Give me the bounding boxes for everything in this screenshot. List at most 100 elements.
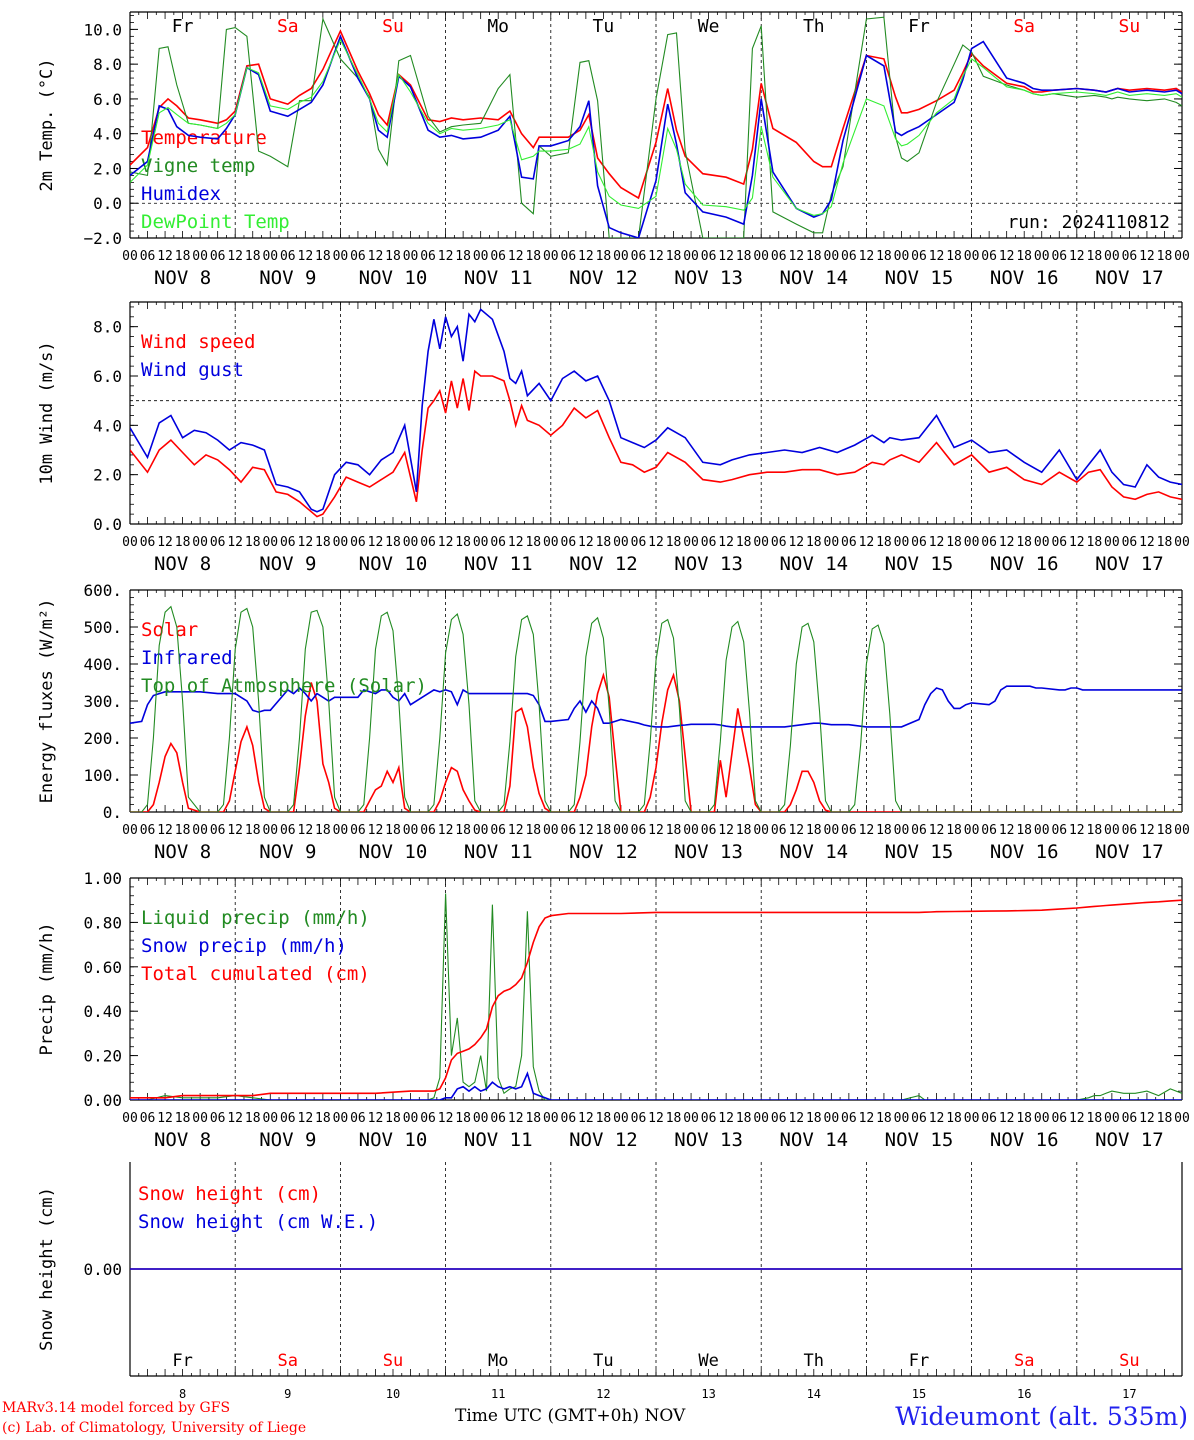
hour-tick-label: 12 [788, 1111, 804, 1126]
date-label: NOV 9 [259, 553, 316, 575]
hour-tick-label: 12 [648, 535, 664, 550]
hour-tick-label: 18 [736, 1111, 752, 1126]
top-day-name: Sa [1013, 16, 1035, 37]
hour-tick-label: 00 [333, 249, 349, 264]
hour-tick-label: 18 [525, 249, 541, 264]
date-label: NOV 11 [464, 1129, 533, 1151]
hour-tick-label: 00 [894, 1111, 910, 1126]
hour-tick-label: 12 [438, 249, 454, 264]
lab-credit: (c) Lab. of Climatology, University of L… [2, 1420, 307, 1436]
hour-tick-label: 00 [1104, 249, 1120, 264]
top-day-name: Th [803, 16, 825, 37]
hour-tick-label: 18 [666, 823, 682, 838]
hour-tick-label: 12 [227, 249, 243, 264]
hour-tick-label: 00 [473, 249, 489, 264]
hour-tick-label: 12 [368, 823, 384, 838]
hour-tick-label: 06 [1051, 249, 1067, 264]
series-line [130, 685, 1182, 728]
date-label: NOV 8 [154, 1129, 211, 1151]
hour-tick-label: 18 [455, 535, 471, 550]
hour-tick-label: 18 [385, 1111, 401, 1126]
series-line [130, 38, 1182, 216]
y-tick-label: 500. [83, 618, 122, 637]
hour-tick-label: 18 [1087, 535, 1103, 550]
date-label: NOV 15 [885, 1129, 954, 1151]
hour-tick-label: 12 [1069, 249, 1085, 264]
hour-tick-label: 00 [1104, 535, 1120, 550]
hour-tick-label: 06 [841, 1111, 857, 1126]
y-tick-label: 2.0 [93, 159, 122, 178]
series-line [130, 369, 1182, 518]
date-label: NOV 16 [990, 841, 1059, 863]
day-number-label: 9 [284, 1387, 291, 1401]
hour-tick-label: 06 [350, 823, 366, 838]
date-label: NOV 9 [259, 1129, 316, 1151]
hour-tick-label: 18 [946, 1111, 962, 1126]
hour-tick-label: 12 [508, 535, 524, 550]
hour-tick-label: 00 [894, 823, 910, 838]
hour-tick-label: 06 [561, 249, 577, 264]
hour-tick-label: 12 [859, 249, 875, 264]
top-day-name: Mo [487, 16, 509, 37]
hour-tick-label: 06 [280, 535, 296, 550]
hour-tick-label: 18 [1016, 249, 1032, 264]
hour-tick-label: 12 [859, 1111, 875, 1126]
top-day-name: Fr [908, 16, 930, 37]
hour-tick-label: 18 [175, 823, 191, 838]
y-tick-label: 400. [83, 655, 122, 674]
day-number-label: 13 [701, 1387, 715, 1401]
hour-tick-label: 06 [631, 535, 647, 550]
hour-tick-label: 06 [350, 535, 366, 550]
hour-tick-label: 12 [298, 535, 314, 550]
legend-entry: Snow height (cm W.E.) [138, 1211, 378, 1233]
legend-entry: Infrared [141, 647, 233, 669]
hour-tick-label: 00 [543, 249, 559, 264]
legend-entry: Top of Atmosphere (Solar) [141, 675, 427, 697]
hour-tick-label: 00 [192, 535, 208, 550]
hour-tick-label: 06 [280, 1111, 296, 1126]
y-tick-label: 8.0 [93, 318, 122, 337]
hour-tick-label: 18 [1016, 535, 1032, 550]
hour-tick-label: 06 [1122, 249, 1138, 264]
hour-tick-label: 00 [122, 535, 138, 550]
hour-tick-label: 06 [420, 535, 436, 550]
legend-entry: Wind gust [141, 359, 244, 381]
hour-tick-label: 18 [736, 535, 752, 550]
date-label: NOV 15 [885, 841, 954, 863]
hour-tick-label: 18 [315, 249, 331, 264]
y-tick-label: 200. [83, 729, 122, 748]
date-label: NOV 8 [154, 267, 211, 289]
hour-tick-label: 06 [911, 535, 927, 550]
date-label: NOV 14 [779, 553, 848, 575]
y-tick-label: 2.0 [93, 466, 122, 485]
hour-tick-label: 12 [1139, 249, 1155, 264]
hour-tick-label: 00 [262, 535, 278, 550]
top-day-name: Su [1119, 16, 1141, 37]
hour-tick-label: 12 [718, 535, 734, 550]
hour-tick-label: 12 [929, 535, 945, 550]
hour-tick-label: 18 [736, 249, 752, 264]
hour-tick-label: 12 [508, 823, 524, 838]
hour-tick-label: 00 [473, 823, 489, 838]
hour-tick-label: 12 [718, 823, 734, 838]
y-tick-label: 300. [83, 692, 122, 711]
panel-2: 0.0 2.0 4.0 6.0 8.0 10m Wind (m/s) Wind speed W… [37, 301, 1190, 575]
hour-tick-label: 06 [701, 1111, 717, 1126]
hour-tick-label: 00 [262, 823, 278, 838]
hour-tick-label: 00 [683, 823, 699, 838]
hour-tick-label: 18 [946, 823, 962, 838]
hour-tick-label: 12 [929, 823, 945, 838]
hour-tick-label: 12 [157, 823, 173, 838]
hour-tick-label: 00 [333, 1111, 349, 1126]
hour-tick-label: 06 [490, 535, 506, 550]
hour-tick-label: 06 [1051, 1111, 1067, 1126]
hour-tick-label: 00 [683, 535, 699, 550]
hour-tick-label: 06 [1051, 823, 1067, 838]
y-tick-label: 100. [83, 766, 122, 785]
hour-tick-label: 12 [298, 823, 314, 838]
hour-tick-label: 18 [1087, 823, 1103, 838]
date-label: NOV 8 [154, 841, 211, 863]
hour-tick-label: 06 [631, 823, 647, 838]
hour-tick-label: 18 [245, 535, 261, 550]
